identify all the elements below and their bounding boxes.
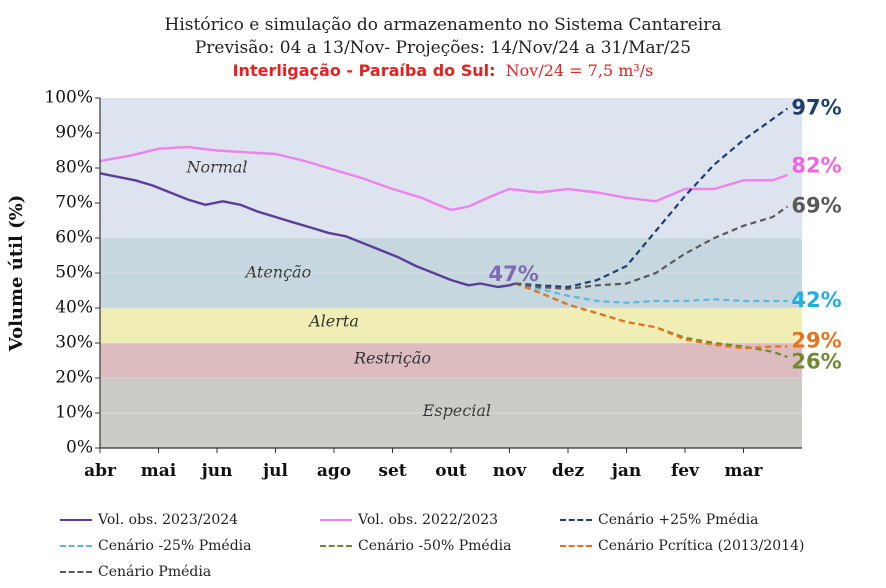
legend-item: Cenário -25% Pmédia	[60, 538, 251, 554]
y-tick-label: 70%	[55, 193, 93, 213]
zone-label: Restrição	[353, 348, 431, 367]
series-line-6	[515, 205, 789, 290]
x-tick-label: fev	[671, 461, 700, 481]
axes-layer: 0% 10% 20% 30% 40% 50% 60% 70% 80% 90% 100% abr mai j…	[6, 88, 802, 481]
series-line-2	[515, 107, 789, 289]
legend-swatch	[60, 519, 92, 521]
x-tick-label: jun	[200, 461, 233, 481]
series-line-1	[99, 145, 788, 212]
legend-label: Cenário -50% Pmédia	[358, 538, 512, 554]
zone-label: Atenção	[244, 263, 312, 282]
y-tick-label: 80%	[55, 158, 93, 178]
legend-label: Cenário -25% Pmédia	[98, 538, 252, 554]
legend-swatch	[560, 545, 592, 547]
series-line-0	[99, 172, 516, 289]
x-tick-label: jan	[610, 461, 642, 481]
zone-label: Alerta	[307, 312, 359, 331]
y-tick-label: 100%	[44, 88, 93, 108]
value-annotation: 82%	[791, 153, 841, 177]
zone-label: Especial	[422, 401, 491, 420]
value-annotation: 29%	[791, 328, 841, 352]
value-annotation: 69%	[791, 194, 841, 218]
x-tick-label: mar	[725, 461, 764, 481]
y-tick-label: 40%	[55, 298, 93, 318]
chart-subtitle: Previsão: 04 a 13/Nov- Projeções: 14/Nov…	[194, 38, 692, 58]
value-annotation: 47%	[488, 262, 538, 286]
y-tick-label: 60%	[55, 228, 93, 248]
x-tick-label: mai	[141, 461, 177, 481]
interligacao-label: Interligação - Paraíba do Sul:	[232, 61, 496, 80]
series-line-3	[515, 282, 788, 304]
zone-label: Normal	[185, 158, 247, 177]
legend-swatch	[560, 519, 592, 521]
value-annotation: 42%	[791, 288, 841, 312]
chart-title-block: Histórico e simulação do armazenamento n…	[0, 14, 886, 82]
y-tick-label: 10%	[55, 403, 93, 423]
legend-item: Vol. obs. 2022/2023	[320, 512, 498, 528]
chart-title: Histórico e simulação do armazenamento n…	[164, 15, 722, 35]
x-tick-label: out	[435, 461, 467, 481]
value-annotation: 26%	[791, 349, 841, 373]
legend-swatch	[60, 571, 92, 573]
value-annotation: 97%	[791, 96, 841, 120]
y-axis-title: Volume útil (%)	[6, 195, 27, 353]
y-tick-label: 90%	[55, 123, 93, 143]
x-tick-label: ago	[317, 461, 351, 481]
legend-label: Vol. obs. 2022/2023	[358, 512, 499, 528]
x-tick-label: jul	[261, 461, 289, 481]
x-tick-label: abr	[84, 461, 117, 481]
chart-subtitle-interligacao: Interligação - Paraíba do Sul: Nov/24 = …	[0, 60, 886, 82]
x-tick-label: dez	[552, 461, 585, 481]
legend-label: Cenário +25% Pmédia	[598, 512, 759, 528]
legend-item: Cenário -50% Pmédia	[320, 538, 511, 554]
legend-item: Cenário Pmédia	[60, 564, 211, 580]
legend-label: Cenário Pmédia	[98, 564, 212, 580]
legend-swatch	[320, 519, 352, 521]
zone-2	[100, 308, 802, 343]
y-tick-label: 20%	[55, 368, 93, 388]
legend-label: Vol. obs. 2023/2024	[98, 512, 239, 528]
legend-item: Cenário +25% Pmédia	[560, 512, 758, 528]
y-tick-label: 50%	[55, 263, 93, 283]
legend-swatch	[60, 545, 92, 547]
y-tick-label: 30%	[55, 333, 93, 353]
legend-item: Cenário Pcrítica (2013/2014)	[560, 538, 804, 554]
labels-layer: 47% 97% 82% 69% 42% 29%26%	[488, 96, 841, 374]
interligacao-value: Nov/24 = 7,5 m³/s	[505, 61, 654, 80]
series-layer	[99, 107, 789, 359]
legend-label: Cenário Pcrítica (2013/2014)	[598, 538, 805, 554]
y-tick-label: 0%	[66, 438, 93, 458]
grid-layer	[100, 132, 802, 414]
x-tick-label: nov	[493, 461, 528, 481]
zone-3	[100, 343, 802, 378]
legend-item: Vol. obs. 2023/2024	[60, 512, 238, 528]
legend-swatch	[320, 545, 352, 547]
x-tick-label: set	[378, 461, 406, 481]
